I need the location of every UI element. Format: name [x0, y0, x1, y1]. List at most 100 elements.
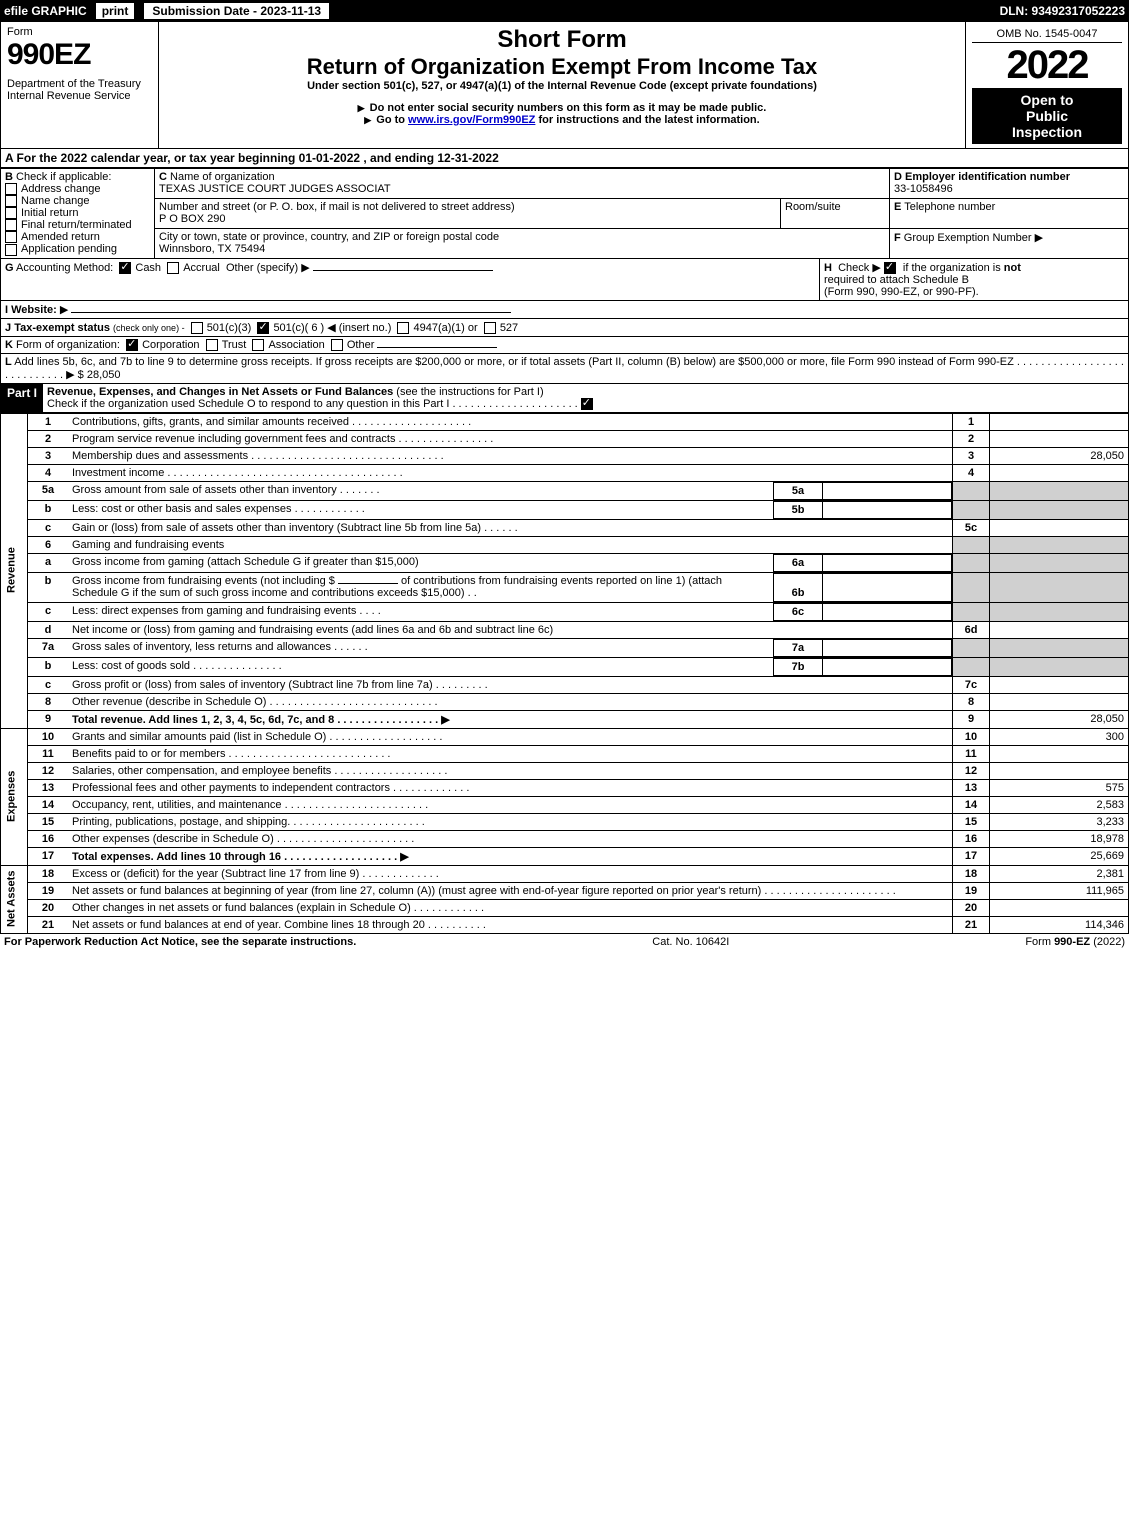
part1-title-sub: (see the instructions for Part I): [396, 386, 543, 398]
check-only-one: (check only one) -: [113, 323, 185, 333]
opt-corp: Corporation: [142, 339, 199, 351]
line-box: 21: [953, 916, 990, 933]
group-exempt-label: Group Exemption Number: [904, 232, 1032, 244]
line-box: 19: [953, 882, 990, 899]
subline-val: [823, 482, 952, 499]
line-box: 1: [953, 413, 990, 430]
line-num: 9: [28, 710, 69, 728]
back-arrow-icon: ◀: [327, 322, 335, 334]
opt-other-org: Other: [347, 339, 375, 351]
section-i-label: I: [5, 304, 8, 316]
line-val: [990, 430, 1129, 447]
line-num: 12: [28, 762, 69, 779]
line-val-shade: [990, 481, 1129, 500]
line-desc: Printing, publications, postage, and shi…: [68, 813, 953, 830]
section-b-checkif: Check if applicable:: [16, 171, 111, 183]
ein-label: Employer identification number: [905, 171, 1070, 183]
line-val: [990, 745, 1129, 762]
checkbox-address-change[interactable]: [5, 183, 17, 195]
open-line2: Public: [974, 108, 1120, 124]
section-g-h: G Accounting Method: Cash Accrual Other …: [0, 259, 1129, 301]
print-button[interactable]: print: [95, 2, 136, 20]
line-val: 3,233: [990, 813, 1129, 830]
part1-check-line: Check if the organization used Schedule …: [47, 398, 449, 410]
checkbox-527[interactable]: [484, 322, 496, 334]
line-desc: Membership dues and assessments . . . . …: [68, 447, 953, 464]
opt-501c3: 501(c)(3): [207, 322, 252, 334]
opt-4947: 4947(a)(1) or: [413, 322, 477, 334]
line-num: 20: [28, 899, 69, 916]
subline-box: 7b: [774, 658, 823, 675]
line-val-shade: [990, 657, 1129, 676]
line-box-shade: [953, 536, 990, 553]
tax-exempt-label: Tax-exempt status: [14, 322, 110, 334]
title-short: Short Form: [165, 26, 959, 54]
checkbox-schedule-b[interactable]: [884, 262, 896, 274]
checkbox-pending[interactable]: [5, 244, 17, 256]
line-num: a: [28, 553, 69, 572]
checkbox-501c[interactable]: [257, 322, 269, 334]
line-val: [990, 519, 1129, 536]
line-box: 10: [953, 728, 990, 745]
side-expenses: Expenses: [1, 728, 28, 865]
line-num: 10: [28, 728, 69, 745]
checkbox-4947[interactable]: [397, 322, 409, 334]
section-k-label: K: [5, 339, 13, 351]
irs-link[interactable]: www.irs.gov/Form990EZ: [408, 114, 535, 126]
h-text1: Check ▶: [838, 262, 881, 274]
section-c-label: C: [159, 171, 167, 183]
line-num: b: [28, 657, 69, 676]
line-num: 19: [28, 882, 69, 899]
line-box-shade: [953, 572, 990, 602]
line-num: b: [28, 572, 69, 602]
line-val: 28,050: [990, 710, 1129, 728]
line-box: 6d: [953, 621, 990, 638]
line-num: d: [28, 621, 69, 638]
line-box: 11: [953, 745, 990, 762]
checkbox-accrual[interactable]: [167, 262, 179, 274]
h-text4: (Form 990, 990-EZ, or 990-PF).: [824, 286, 979, 298]
line-num: c: [28, 602, 69, 621]
line-box: 15: [953, 813, 990, 830]
line-desc: Gaming and fundraising events: [68, 536, 953, 553]
checkbox-other-org[interactable]: [331, 339, 343, 351]
h-text2: if the organization is: [903, 262, 1004, 274]
org-name: TEXAS JUSTICE COURT JUDGES ASSOCIAT: [159, 183, 391, 195]
line-num: 8: [28, 693, 69, 710]
checkbox-name-change[interactable]: [5, 195, 17, 207]
line-num: 14: [28, 796, 69, 813]
checkbox-assoc[interactable]: [252, 339, 264, 351]
opt-initial-return: Initial return: [21, 207, 78, 219]
line-box-shade: [953, 657, 990, 676]
dln-label: DLN: 93492317052223: [1000, 4, 1125, 18]
line-desc: Occupancy, rent, utilities, and maintena…: [68, 796, 953, 813]
line-val: [990, 464, 1129, 481]
subline-val: [823, 573, 952, 601]
checkbox-corp[interactable]: [126, 339, 138, 351]
checkbox-cash[interactable]: [119, 262, 131, 274]
footer-mid: Cat. No. 10642I: [652, 936, 729, 948]
checkbox-trust[interactable]: [206, 339, 218, 351]
opt-other: Other (specify): [226, 262, 298, 274]
line-desc: Other revenue (describe in Schedule O) .…: [68, 693, 953, 710]
line-val-shade: [990, 500, 1129, 519]
line-box: 3: [953, 447, 990, 464]
checkbox-initial-return[interactable]: [5, 207, 17, 219]
opt-trust: Trust: [222, 339, 247, 351]
line-desc: Other changes in net assets or fund bala…: [68, 899, 953, 916]
open-line1: Open to: [974, 92, 1120, 108]
checkbox-amended[interactable]: [5, 231, 17, 243]
checkbox-501c3[interactable]: [191, 322, 203, 334]
line-val: [990, 676, 1129, 693]
checkbox-final-return[interactable]: [5, 219, 17, 231]
line-val-shade: [990, 572, 1129, 602]
line-num: 15: [28, 813, 69, 830]
line-val-shade: [990, 553, 1129, 572]
line-box: 20: [953, 899, 990, 916]
opt-527: 527: [500, 322, 518, 334]
title-main: Return of Organization Exempt From Incom…: [165, 54, 959, 80]
line-desc: Net assets or fund balances at beginning…: [68, 882, 953, 899]
subline-box: 6b: [774, 573, 823, 601]
checkbox-schedule-o[interactable]: [581, 398, 593, 410]
section-k: K Form of organization: Corporation Trus…: [0, 337, 1129, 354]
